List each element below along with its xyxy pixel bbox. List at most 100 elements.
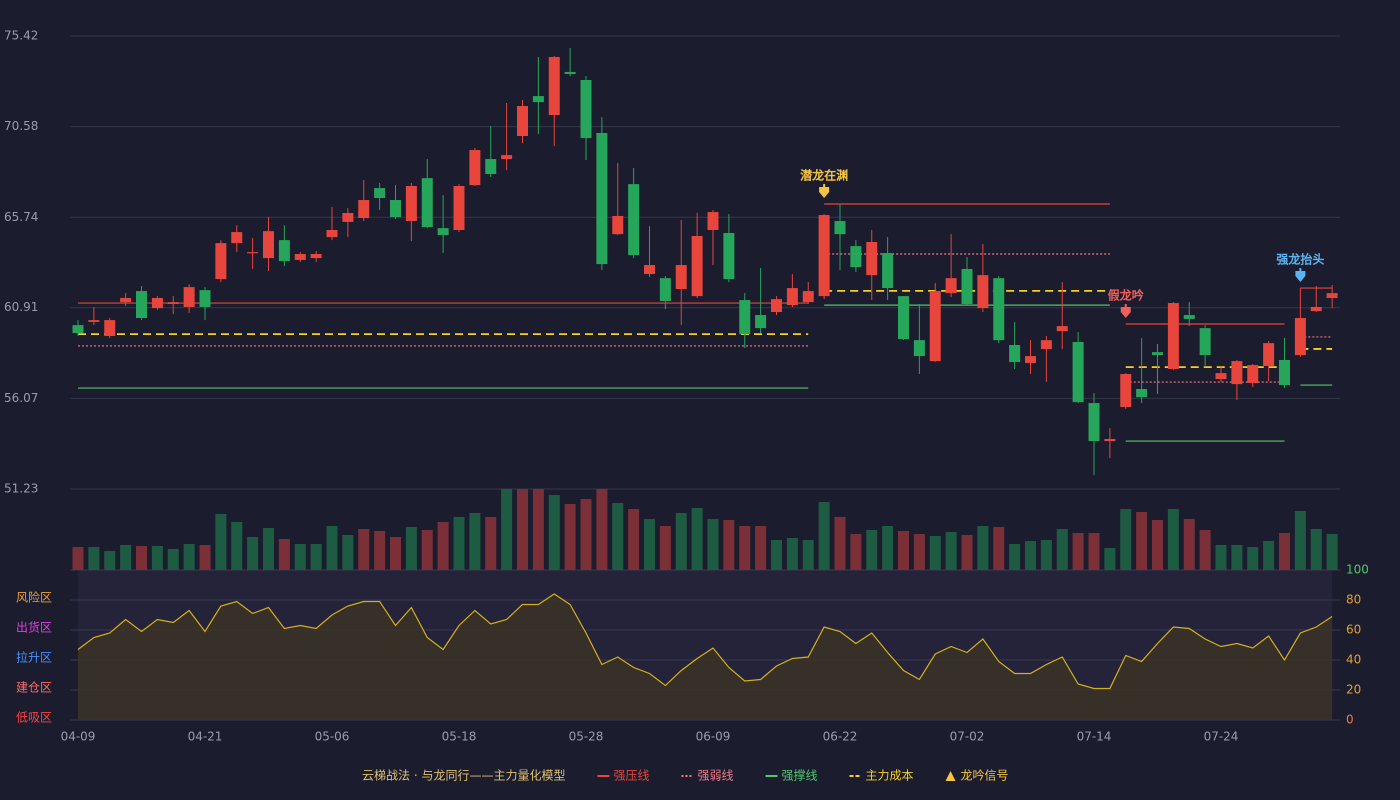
volume-bar bbox=[1136, 512, 1148, 570]
candle-body bbox=[1215, 373, 1227, 380]
volume-bar bbox=[882, 526, 894, 570]
zone-label: 风险区 bbox=[16, 590, 52, 605]
candle-body bbox=[72, 325, 84, 334]
y2-tick-label: 60 bbox=[1346, 623, 1361, 637]
candle-body bbox=[532, 96, 544, 103]
candle-body bbox=[1072, 341, 1084, 403]
candle-body bbox=[802, 291, 814, 303]
candle-body bbox=[993, 278, 1005, 341]
x-tick-label: 06-22 bbox=[823, 730, 858, 744]
volume-bar bbox=[850, 534, 862, 570]
volume-bar bbox=[723, 520, 735, 570]
x-tick-label: 05-28 bbox=[569, 730, 604, 744]
candle-body bbox=[104, 320, 116, 337]
volume-bar bbox=[802, 540, 814, 570]
volume-bar bbox=[199, 545, 211, 570]
candle-body bbox=[231, 232, 243, 244]
candle-body bbox=[866, 241, 878, 276]
legend-label: 强撑线 bbox=[781, 768, 817, 783]
candle-body bbox=[136, 291, 147, 319]
candle-body bbox=[421, 178, 433, 228]
candle-body bbox=[310, 253, 322, 259]
volume-bar bbox=[1247, 547, 1259, 570]
candle-body bbox=[1104, 438, 1116, 442]
y2-tick-label: 20 bbox=[1346, 683, 1361, 697]
volume-bar bbox=[1120, 509, 1132, 570]
candle-body bbox=[326, 230, 338, 238]
volume-bar bbox=[1279, 533, 1290, 570]
candle-body bbox=[850, 246, 862, 268]
legend-label: 强弱线 bbox=[697, 769, 733, 783]
volume-bar bbox=[358, 529, 370, 570]
candle-body bbox=[659, 278, 671, 301]
y2-tick-label: 80 bbox=[1346, 593, 1361, 607]
x-tick-label: 04-09 bbox=[61, 730, 96, 744]
candle-body bbox=[786, 288, 798, 306]
volume-bar bbox=[104, 551, 116, 570]
candle-body bbox=[342, 212, 354, 222]
volume-bar bbox=[612, 503, 624, 570]
candle-body bbox=[929, 291, 941, 362]
volume-bar bbox=[1072, 533, 1084, 570]
volume-bar bbox=[548, 495, 560, 570]
legend-label: 龙吟信号 bbox=[961, 768, 1009, 783]
volume-bar bbox=[1263, 541, 1275, 570]
volume-bar bbox=[739, 526, 751, 570]
candle-body bbox=[977, 275, 989, 309]
candle-body bbox=[517, 106, 528, 137]
candle-body bbox=[771, 299, 782, 313]
y2-tick-label: 40 bbox=[1346, 653, 1361, 667]
candle-body bbox=[199, 290, 211, 307]
volume-bar bbox=[72, 547, 84, 570]
candle-body bbox=[564, 71, 576, 75]
volume-bar bbox=[929, 536, 941, 570]
volume-bar bbox=[231, 522, 243, 570]
candle-body bbox=[1310, 306, 1322, 312]
candle-body bbox=[1294, 318, 1306, 356]
volume-bar bbox=[913, 534, 925, 570]
volume-bar bbox=[1056, 529, 1068, 570]
volume-bar bbox=[390, 537, 401, 570]
volume-bar bbox=[1294, 511, 1306, 570]
volume-bar bbox=[564, 504, 576, 570]
signal-arrow bbox=[1295, 271, 1306, 283]
volume-bar bbox=[1025, 541, 1036, 570]
volume-bar bbox=[834, 517, 846, 570]
candle-body bbox=[469, 150, 481, 186]
candle-body bbox=[1009, 344, 1021, 363]
volume-bar bbox=[707, 519, 719, 570]
candle-body bbox=[120, 297, 132, 303]
volume-bar bbox=[374, 531, 386, 570]
volume-bar bbox=[453, 517, 465, 570]
volume-bar bbox=[136, 546, 147, 570]
candle-body bbox=[1247, 365, 1259, 384]
candle-body bbox=[215, 243, 227, 280]
candle-body bbox=[358, 200, 370, 219]
candle-body bbox=[390, 200, 401, 218]
candle-body bbox=[628, 184, 640, 256]
x-tick-label: 07-24 bbox=[1204, 730, 1239, 744]
volume-bar bbox=[1088, 533, 1100, 570]
candle-body bbox=[1056, 326, 1068, 332]
candle-body bbox=[278, 240, 290, 262]
candle-body bbox=[596, 133, 608, 265]
volume-bar bbox=[469, 513, 481, 570]
candle-body bbox=[1167, 303, 1179, 369]
volume-bar bbox=[628, 509, 640, 570]
candle-body bbox=[1279, 359, 1290, 386]
volume-bar bbox=[961, 535, 973, 570]
signal-label: 强龙抬头 bbox=[1276, 252, 1324, 267]
volume-bar bbox=[405, 527, 417, 570]
candle-body bbox=[1040, 340, 1052, 350]
y2-tick-label: 0 bbox=[1346, 713, 1354, 727]
candle-body bbox=[88, 320, 100, 322]
signal-arrow bbox=[1120, 307, 1131, 319]
signal-label: 潜龙在渊 bbox=[800, 167, 848, 182]
candle-body bbox=[612, 215, 624, 235]
volume-bar bbox=[263, 528, 274, 570]
volume-bar bbox=[993, 527, 1005, 570]
volume-bar bbox=[771, 540, 782, 570]
candle-body bbox=[882, 253, 894, 289]
volume-bar bbox=[501, 489, 513, 570]
